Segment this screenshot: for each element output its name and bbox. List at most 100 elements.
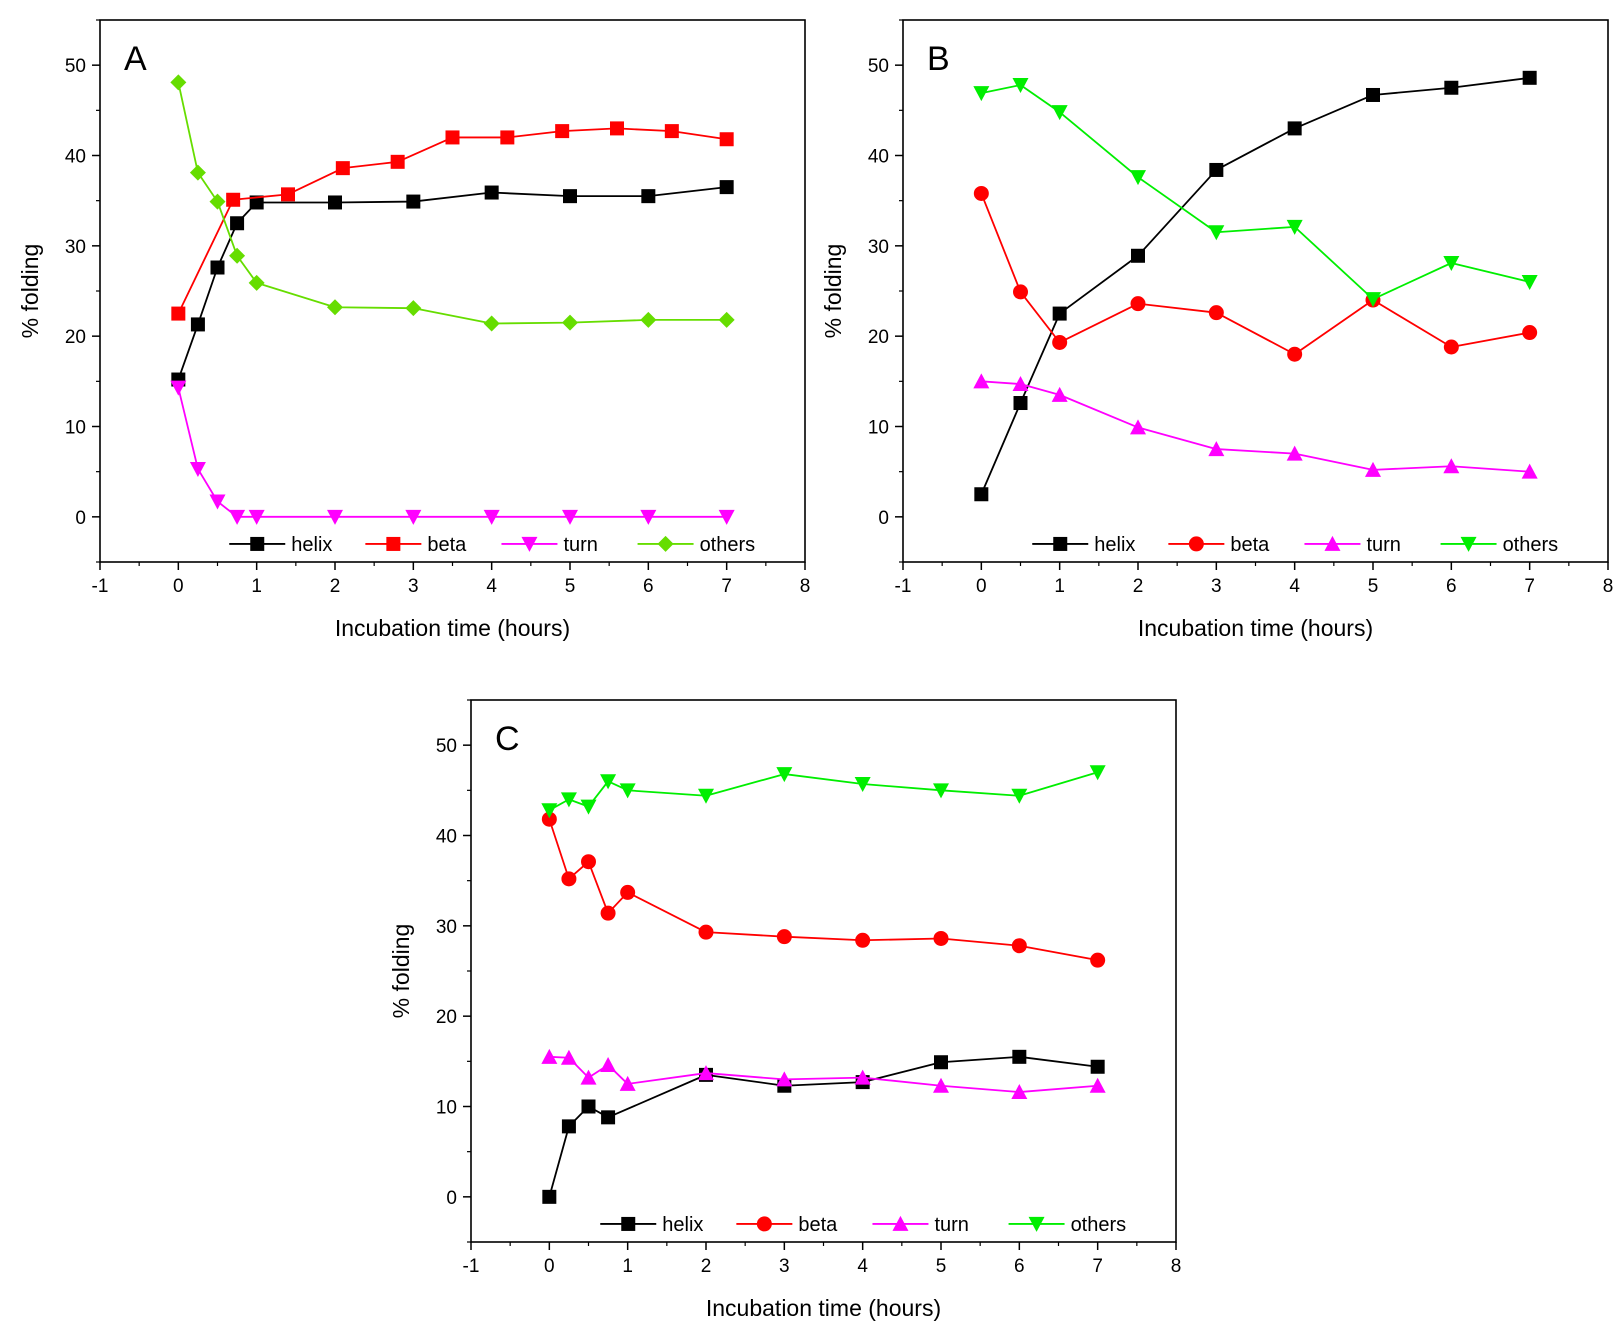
data-point-helix [974, 487, 989, 502]
data-point-others [1286, 219, 1303, 235]
data-point-turn [405, 509, 422, 525]
data-point-turn [718, 509, 735, 525]
data-point-others [1011, 788, 1028, 804]
y-tick-label: 20 [65, 327, 86, 348]
x-tick-label: 3 [779, 1256, 790, 1277]
data-point-beta [335, 161, 350, 176]
data-point-turn [580, 1069, 597, 1085]
series-others [170, 74, 735, 332]
x-tick-label: 3 [408, 576, 419, 597]
data-point-turn [1286, 445, 1303, 461]
data-point-others [327, 299, 343, 316]
y-tick-label: 10 [436, 1098, 457, 1119]
data-point-turn [619, 1075, 636, 1091]
data-point-turn [483, 509, 500, 525]
x-tick-label: -1 [463, 1256, 480, 1277]
data-point-beta [933, 930, 949, 946]
y-axis-title: % folding [820, 244, 846, 339]
data-point-others [580, 799, 597, 815]
y-tick-label: 40 [868, 147, 889, 168]
data-point-beta [1013, 284, 1028, 300]
series-beta [171, 121, 734, 321]
legend-marker-helix [621, 1216, 636, 1231]
legend-item-beta: beta [1168, 534, 1270, 556]
data-point-helix [1012, 1049, 1027, 1064]
data-point-helix [1522, 70, 1537, 85]
data-point-others [248, 274, 265, 291]
data-point-turn [640, 509, 657, 525]
x-tick-label: 5 [1368, 576, 1379, 597]
data-point-turn [1012, 376, 1029, 392]
legend-label-beta: beta [798, 1214, 838, 1236]
data-point-others [1521, 274, 1538, 290]
chart-panel-a: -1 0 1 2 3 4 5 6 7 8 0 10 20 30 40 50 Incubation time (h… [17, 19, 810, 641]
data-point-beta [719, 132, 734, 147]
legend-marker-turn [1324, 535, 1341, 551]
series-beta [973, 185, 1538, 362]
data-point-others [541, 803, 558, 819]
data-point-beta [1130, 296, 1146, 312]
data-point-beta [226, 192, 241, 207]
y-tick-label: 0 [75, 508, 86, 529]
y-tick-label: 30 [868, 237, 889, 258]
data-point-turn [562, 509, 578, 525]
data-point-turn [600, 1056, 617, 1072]
y-tick-label: 40 [65, 147, 86, 168]
data-point-turn [1443, 458, 1460, 474]
data-point-helix [328, 195, 342, 210]
x-tick-label: 0 [976, 576, 987, 597]
y-tick-label: 20 [868, 327, 889, 348]
legend-marker-turn [521, 536, 538, 552]
data-point-helix [581, 1099, 596, 1114]
y-tick-label: 10 [868, 418, 889, 439]
legend-item-others: others [637, 534, 755, 556]
data-point-others [1012, 78, 1029, 94]
data-point-helix [190, 317, 205, 332]
data-point-others [1089, 765, 1106, 781]
legend-marker-helix [1053, 536, 1068, 551]
y-tick-label: 50 [436, 736, 457, 757]
legend-marker-beta [1188, 536, 1204, 552]
data-point-others [170, 74, 187, 91]
data-point-beta [500, 130, 515, 145]
data-point-turn [1011, 1084, 1028, 1100]
data-point-beta [561, 871, 577, 887]
y-tick-label: 30 [65, 237, 86, 258]
data-point-helix [1209, 162, 1224, 177]
data-point-others [209, 193, 226, 210]
legend-marker-helix [250, 536, 265, 551]
series-others [973, 78, 1538, 308]
y-axis-title: % folding [388, 924, 414, 1019]
y-tick-label: 0 [446, 1188, 457, 1209]
data-point-beta [1090, 952, 1106, 968]
x-tick-label: 4 [486, 576, 497, 597]
x-tick-label: 1 [622, 1256, 633, 1277]
data-point-turn [209, 494, 226, 510]
legend-item-beta: beta [736, 1214, 838, 1236]
data-point-beta [281, 187, 295, 202]
data-point-turn [1365, 461, 1381, 477]
legend-label-others: others [1503, 534, 1559, 556]
data-point-turn [1130, 419, 1146, 435]
data-point-beta [445, 130, 460, 145]
data-point-turn [560, 1049, 577, 1065]
series-line-helix [548, 1055, 1098, 1198]
data-point-beta [620, 884, 636, 900]
chart-panel-b: -1 0 1 2 3 4 5 6 7 8 0 10 20 30 40 50 Incubation time (h… [820, 19, 1613, 641]
data-point-helix [406, 194, 421, 209]
data-point-others [189, 164, 206, 181]
x-tick-label: 2 [1133, 576, 1144, 597]
x-axis-title: Incubation time (hours) [335, 615, 570, 641]
legend-item-others: others [1440, 534, 1559, 556]
x-tick-label: 5 [565, 576, 576, 597]
data-point-beta [390, 154, 405, 169]
legend-marker-turn [892, 1215, 909, 1231]
data-point-helix [1131, 248, 1145, 263]
data-point-others [640, 311, 657, 328]
data-point-helix [1090, 1059, 1105, 1074]
data-point-turn [170, 380, 187, 396]
legend-label-beta: beta [427, 534, 467, 556]
legend-item-beta: beta [365, 534, 467, 556]
data-point-turn [189, 461, 206, 477]
